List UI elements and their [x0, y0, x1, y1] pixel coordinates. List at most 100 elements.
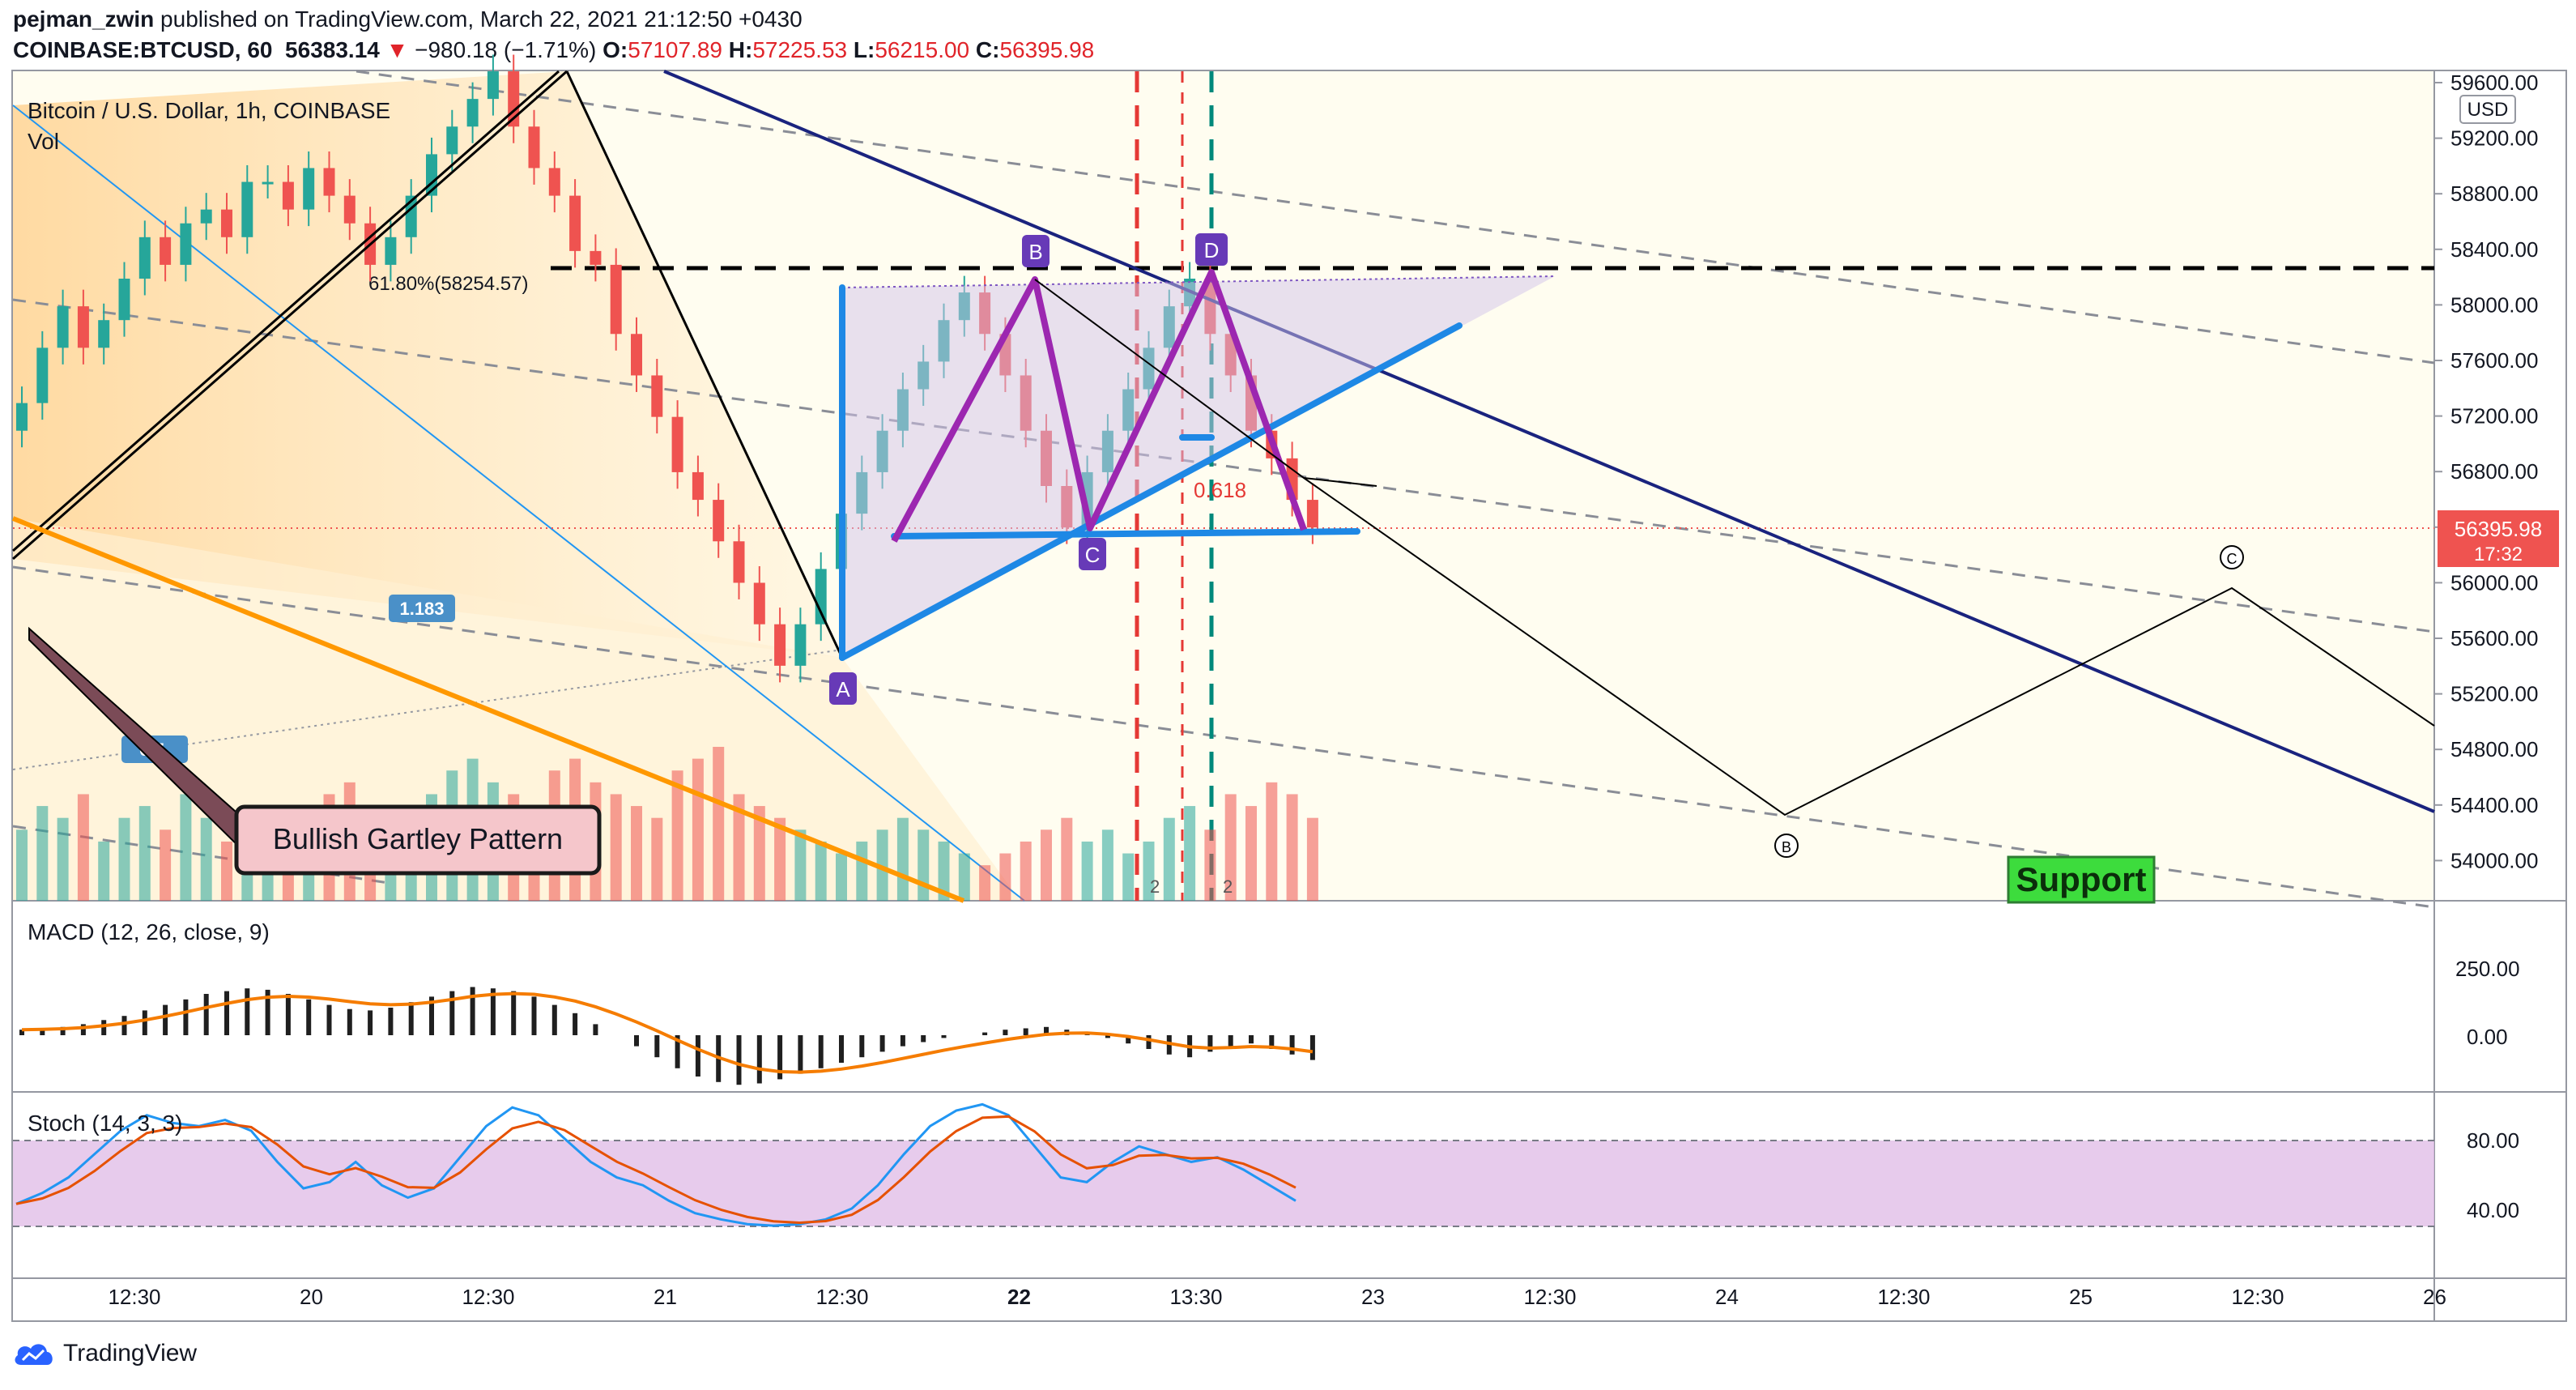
candle	[569, 179, 581, 268]
candle	[713, 483, 725, 558]
volume-bar	[1143, 841, 1155, 901]
macd-bar	[839, 1035, 844, 1063]
candle	[138, 220, 151, 296]
volume-bar	[180, 794, 192, 901]
close-label: C:	[975, 37, 1000, 62]
candle	[794, 608, 807, 683]
macd-bar	[388, 1008, 394, 1035]
brand-text: TradingView	[63, 1340, 198, 1367]
volume-bar	[896, 817, 909, 901]
volume-bar	[836, 853, 847, 901]
time-tick-label: 25	[2069, 1285, 2093, 1309]
pattern-callout-box[interactable]	[234, 804, 602, 876]
stoch-d-line	[15, 1115, 1297, 1224]
macd-bar	[1023, 1028, 1028, 1035]
macd-bar	[265, 989, 270, 1035]
low-value: 56215.00	[875, 37, 970, 62]
support-box[interactable]	[2007, 855, 2156, 904]
ratio-0618-label: 0.618	[1194, 478, 1246, 502]
macd-bar	[654, 1035, 660, 1058]
macd-bar	[245, 988, 250, 1035]
stoch-axis-40: 40.00	[2467, 1198, 2519, 1222]
fib-618-label: 61.80%(58254.57)	[368, 273, 528, 295]
price-tick-label: 58800.00	[2450, 181, 2538, 206]
time-axis[interactable]: 12:30 20 12:30 21 12:30 22 13:30 23 12:30 24 12:30…	[108, 1285, 2446, 1309]
author-name[interactable]: pejman_zwin	[13, 6, 155, 32]
instrument-legend: Bitcoin / U.S. Dollar, 1h, COINBASE	[28, 98, 390, 123]
projected-wave	[1303, 477, 2435, 817]
volume-bar	[794, 829, 807, 901]
candle	[323, 151, 335, 213]
candle	[241, 165, 253, 254]
wave-b-marker: B	[1774, 834, 1799, 858]
time-tick-label: 26	[2423, 1285, 2446, 1309]
candle	[692, 455, 704, 517]
svg-text:B: B	[1028, 240, 1042, 264]
macd-bar	[1003, 1030, 1008, 1035]
price-tick-label: 56000.00	[2450, 570, 2538, 595]
time-tick-label: 23	[1361, 1285, 1385, 1309]
macd-axis-250: 250.00	[2455, 957, 2520, 981]
volume-bar	[1061, 817, 1073, 901]
candle	[651, 358, 663, 434]
volume-bar	[999, 853, 1011, 901]
candle	[221, 193, 232, 254]
candle	[57, 289, 69, 365]
time-tick-label: 12:30	[815, 1285, 868, 1309]
volume-bar	[118, 817, 130, 901]
svg-text:56395.98: 56395.98	[2455, 517, 2542, 541]
point-a-marker[interactable]: A	[829, 672, 857, 705]
symbol[interactable]: COINBASE:BTCUSD, 60	[13, 37, 273, 62]
close-value: 56395.98	[999, 37, 1095, 62]
macd-bar	[285, 994, 291, 1035]
point-c-marker[interactable]: C	[1079, 538, 1106, 570]
black-wedge	[12, 70, 844, 659]
volume-bar	[651, 817, 663, 901]
macd-bar	[1207, 1035, 1213, 1052]
volume-bar	[1204, 829, 1216, 901]
candle	[774, 608, 786, 683]
point-b-marker[interactable]: B	[1022, 235, 1050, 267]
candle	[77, 289, 89, 365]
volume-bar	[671, 770, 683, 901]
candle	[548, 151, 560, 213]
macd-bar	[490, 988, 496, 1035]
macd-bar	[326, 1004, 332, 1035]
macd-bar	[859, 1035, 865, 1058]
candle	[303, 151, 315, 227]
price-axis[interactable]: 59600.00 59200.00 58800.00 58400.00 58000.00…	[2434, 70, 2538, 872]
candle	[16, 386, 28, 448]
volume-bar	[221, 841, 232, 901]
candle	[118, 262, 130, 337]
macd-bar	[347, 1008, 352, 1035]
price-tick-label: 54400.00	[2450, 793, 2538, 817]
stoch-axis-80: 80.00	[2467, 1128, 2519, 1153]
high-value: 57225.53	[752, 37, 848, 62]
price-tick-label: 56800.00	[2450, 459, 2538, 484]
macd-signal-line	[21, 991, 1314, 1074]
macd-bar	[941, 1035, 947, 1038]
volume-bar	[57, 817, 69, 901]
macd-bar	[368, 1010, 373, 1035]
tradingview-brand[interactable]: TradingView	[13, 1340, 197, 1367]
volume-bar	[958, 853, 970, 901]
macd-bar	[551, 1004, 557, 1035]
volume-bar	[1081, 841, 1093, 901]
volume-bar	[1163, 817, 1175, 901]
volume-bar	[856, 841, 868, 901]
macd-legend: MACD (12, 26, close, 9)	[28, 919, 270, 944]
macd-bar	[900, 1035, 905, 1047]
candle	[528, 109, 540, 185]
point-d-marker[interactable]: D	[1195, 233, 1228, 266]
volume-bar	[1224, 794, 1237, 901]
candle	[343, 179, 356, 241]
volume-bar	[733, 794, 745, 901]
quote-line: COINBASE:BTCUSD, 60 56383.14 ▼ −980.18 (…	[13, 37, 1094, 63]
svg-text:1.183: 1.183	[399, 599, 444, 619]
chart-frame	[11, 70, 2567, 1322]
small-label-2b: 2	[1223, 876, 1233, 897]
volume-bar	[753, 806, 765, 901]
volume-bar	[36, 806, 49, 901]
publish-line: pejman_zwin published on TradingView.com…	[13, 6, 803, 32]
